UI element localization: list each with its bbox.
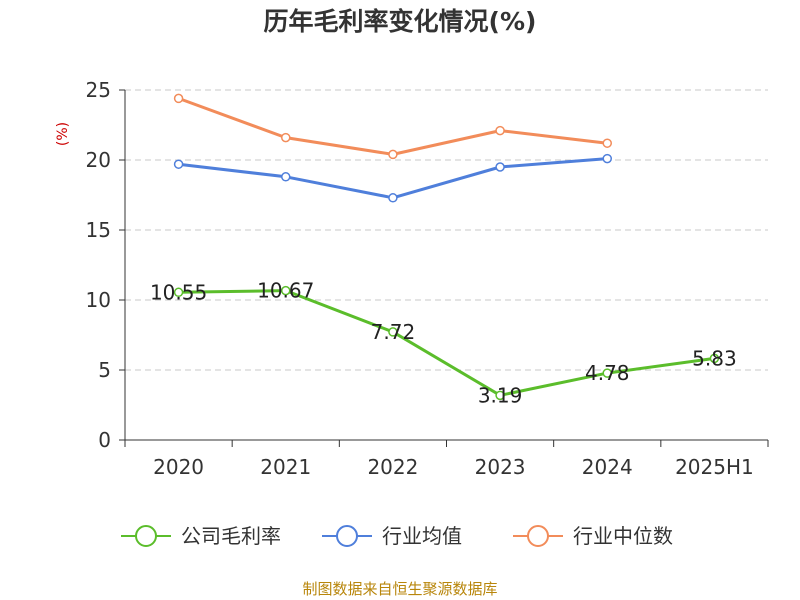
- x-tick-label: 2020: [153, 455, 204, 479]
- x-tick-label: 2023: [475, 455, 526, 479]
- x-tick-label: 2021: [260, 455, 311, 479]
- legend-label: 行业均值: [382, 524, 462, 548]
- legend-marker: [135, 525, 157, 547]
- data-label: 10.67: [257, 279, 314, 303]
- data-point: [281, 132, 291, 143]
- legend-marker: [527, 525, 549, 547]
- y-tick-label: 15: [86, 218, 111, 242]
- data-point: [602, 368, 612, 378]
- y-tick-label: 25: [86, 78, 111, 102]
- data-label: 3.19: [478, 383, 523, 407]
- y-tick-label: 0: [98, 428, 111, 452]
- data-label: 10.55: [150, 280, 207, 304]
- data-point: [495, 125, 505, 136]
- data-point: [388, 149, 398, 160]
- chart-title: 历年毛利率变化情况(%): [263, 7, 537, 36]
- data-label: 7.72: [371, 320, 416, 344]
- data-point: [173, 287, 184, 298]
- data-point: [281, 285, 291, 296]
- data-point: [602, 138, 612, 148]
- data-point: [495, 390, 505, 401]
- data-point: [495, 162, 505, 172]
- y-tick-label: 5: [98, 358, 111, 382]
- legend-marker: [336, 525, 358, 547]
- series-line: [178, 157, 608, 200]
- data-point: [173, 93, 184, 104]
- data-point: [709, 353, 720, 364]
- data-point: [388, 327, 398, 337]
- x-tick-label: 2024: [582, 455, 633, 479]
- legend-label: 公司毛利率: [181, 524, 281, 548]
- x-tick-label: 2022: [367, 455, 418, 479]
- y-tick-label: 10: [86, 288, 111, 312]
- y-tick-label: 20: [86, 148, 111, 172]
- legend-label: 行业中位数: [573, 524, 673, 548]
- series-line: [178, 96, 608, 156]
- data-point: [173, 159, 184, 169]
- data-point: [388, 193, 398, 203]
- data-label: 4.78: [585, 361, 630, 385]
- x-tick-label: 2025H1: [675, 455, 754, 479]
- source-footer: 制图数据来自恒生聚源数据库: [302, 580, 498, 598]
- series-line: [178, 289, 715, 397]
- data-point: [281, 172, 291, 182]
- data-point: [602, 153, 612, 164]
- data-label: 5.83: [692, 346, 737, 370]
